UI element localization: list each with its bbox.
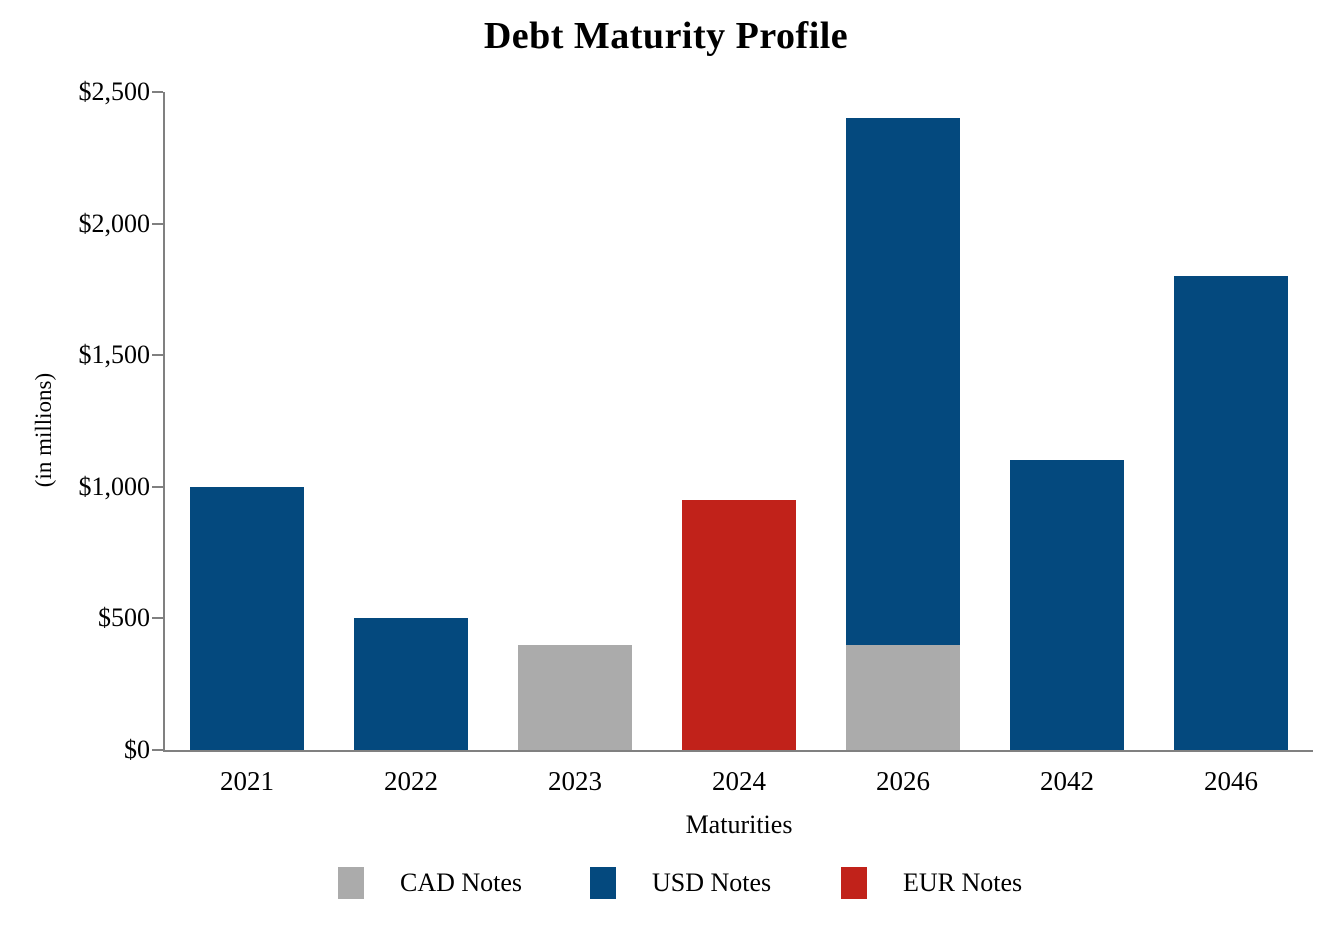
y-axis-line bbox=[163, 92, 165, 752]
bar-2026-cad-notes bbox=[846, 644, 960, 750]
y-tick-label-$2,000: $2,000 bbox=[78, 208, 151, 238]
x-label-2023: 2023 bbox=[548, 766, 602, 796]
y-tick-$1,000 bbox=[152, 485, 163, 488]
bar-group-2046 bbox=[1149, 92, 1313, 750]
bar-2022-usd-notes bbox=[354, 618, 468, 750]
bar-group-2021 bbox=[165, 92, 329, 750]
x-label-2026: 2026 bbox=[876, 766, 930, 796]
bar-2026-usd-notes bbox=[846, 118, 960, 645]
x-label-2024: 2024 bbox=[712, 766, 766, 796]
bar-2021-usd-notes bbox=[190, 486, 304, 750]
y-tick-$1,500 bbox=[152, 354, 163, 357]
bar-2024-eur-notes bbox=[682, 499, 796, 750]
y-tick-$2,000 bbox=[152, 222, 163, 225]
bar-group-2042 bbox=[985, 92, 1149, 750]
legend-swatch-usd-notes bbox=[590, 867, 616, 899]
x-label-2042: 2042 bbox=[1040, 766, 1094, 796]
legend-item-usd-notes: USD Notes bbox=[590, 866, 771, 900]
legend-label-eur-notes: EUR Notes bbox=[903, 868, 1023, 897]
plot-area: $0 $500 $1,000 $1,500 $2,000 $2,500 bbox=[79, 79, 1313, 763]
bars-container bbox=[165, 92, 1313, 750]
y-tick-$2,500 bbox=[152, 91, 163, 93]
y-tick-label-$1,500: $1,500 bbox=[78, 340, 151, 370]
legend-item-cad-notes: CAD Notes bbox=[338, 866, 522, 900]
y-axis-title: (in millions) bbox=[31, 372, 56, 488]
x-axis-labels: 2021 2022 2023 2024 2026 2042 2046 bbox=[165, 768, 1313, 795]
y-tick-label-$2,500: $2,500 bbox=[78, 77, 151, 106]
y-tick-label-$1,000: $1,000 bbox=[78, 471, 151, 501]
bar-group-2023 bbox=[493, 92, 657, 750]
bar-group-2024 bbox=[657, 92, 821, 750]
y-tick-$0 bbox=[152, 749, 163, 751]
x-axis-title: Maturities bbox=[685, 810, 793, 839]
legend-swatch-eur-notes bbox=[841, 867, 867, 899]
x-axis-line bbox=[163, 750, 1313, 752]
bar-2042-usd-notes bbox=[1010, 460, 1124, 750]
x-label-2022: 2022 bbox=[384, 766, 438, 796]
y-tick-$500 bbox=[152, 617, 163, 620]
legend-item-eur-notes: EUR Notes bbox=[841, 866, 1022, 900]
bar-2046-usd-notes bbox=[1174, 276, 1288, 750]
legend-label-usd-notes: USD Notes bbox=[652, 868, 772, 897]
bar-group-2022 bbox=[329, 92, 493, 750]
bar-2023-cad-notes bbox=[518, 644, 632, 750]
x-label-2046: 2046 bbox=[1204, 766, 1258, 796]
chart-title: Debt Maturity Profile bbox=[483, 15, 849, 57]
bar-group-2026 bbox=[821, 92, 985, 750]
x-label-2021: 2021 bbox=[220, 766, 274, 796]
legend-label-cad-notes: CAD Notes bbox=[400, 868, 523, 897]
legend-swatch-cad-notes bbox=[338, 867, 364, 899]
y-tick-label-$0: $0 bbox=[124, 735, 150, 764]
y-tick-label-$500: $500 bbox=[98, 603, 150, 633]
